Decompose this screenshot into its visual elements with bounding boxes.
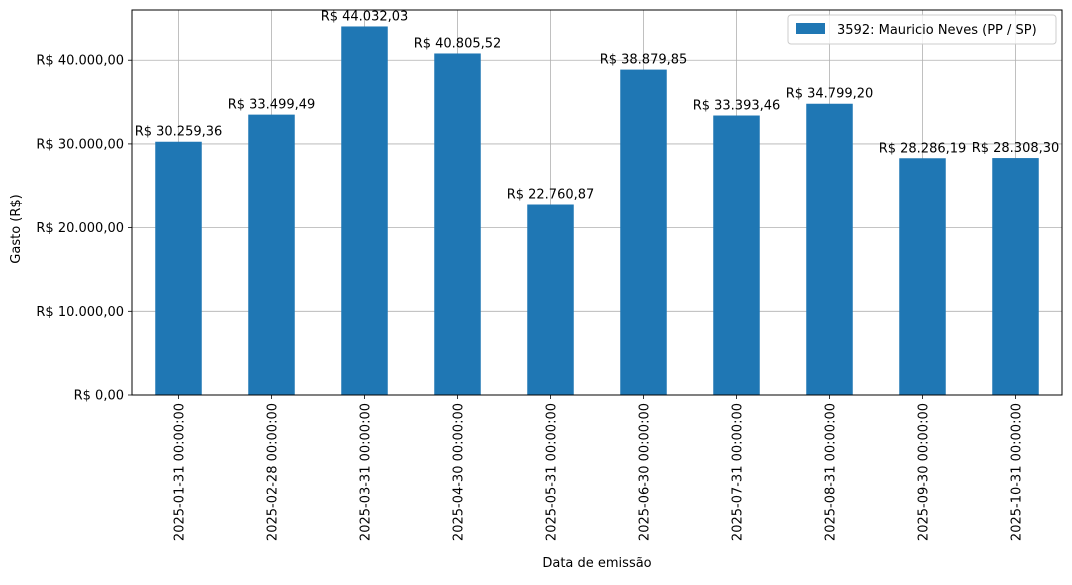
x-tick-label: 2025-07-31 00:00:00: [731, 403, 746, 541]
data-labels: R$ 30.259,36 R$ 33.499,49 R$ 44.032,03 R$ 4…: [135, 9, 1060, 202]
x-axis-ticks: 2025-01-31 00:00:00 2025-02-28 00:00:00 20…: [173, 395, 1025, 541]
y-axis-ticks: R$ 0,00 R$ 10.000,00 R$ 20.000,00 R$ 30.000…: [36, 54, 132, 404]
bar: [155, 141, 202, 395]
data-label: R$ 22.760,87: [507, 188, 595, 203]
data-label: R$ 30.259,36: [135, 125, 223, 140]
x-axis-label: Data de emissão: [542, 556, 651, 571]
data-label: R$ 28.286,19: [879, 141, 967, 156]
legend-label: 3592: Mauricio Neves (PP / SP): [837, 23, 1037, 38]
bar: [248, 114, 295, 395]
x-tick-label: 2025-01-31 00:00:00: [173, 403, 188, 541]
data-label: R$ 33.499,49: [228, 98, 316, 113]
y-axis-label: Gasto (R$): [9, 194, 24, 263]
x-tick-label: 2025-04-30 00:00:00: [452, 403, 467, 541]
x-tick-label: 2025-03-31 00:00:00: [359, 403, 374, 541]
data-label: R$ 38.879,85: [600, 53, 688, 68]
bar: [806, 103, 853, 396]
bars: [155, 26, 1039, 396]
x-tick-label: 2025-05-31 00:00:00: [545, 403, 560, 541]
bar: [992, 158, 1039, 395]
plot-frame: [131, 9, 1063, 396]
data-label: R$ 44.032,03: [321, 9, 409, 24]
x-tick-label: 2025-09-30 00:00:00: [917, 403, 932, 541]
data-label: R$ 40.805,52: [414, 36, 502, 51]
bar: [341, 26, 388, 395]
x-tick-label: 2025-10-31 00:00:00: [1010, 403, 1025, 541]
x-tick-label: 2025-08-31 00:00:00: [824, 403, 839, 541]
y-tick-label: R$ 10.000,00: [36, 305, 124, 320]
y-tick-label: R$ 0,00: [74, 389, 124, 404]
bar: [620, 69, 667, 395]
y-tick-label: R$ 30.000,00: [36, 137, 124, 152]
legend-swatch: [796, 23, 825, 34]
bar: [434, 53, 481, 396]
x-tick-label: 2025-02-28 00:00:00: [266, 403, 281, 541]
bar: [899, 158, 946, 395]
legend-frame: [787, 14, 1057, 45]
bar: [527, 204, 574, 395]
bar: [713, 115, 760, 395]
data-label: R$ 33.393,46: [693, 99, 781, 114]
y-tick-label: R$ 20.000,00: [36, 221, 124, 236]
y-tick-label: R$ 40.000,00: [36, 54, 124, 69]
data-label: R$ 28.308,30: [972, 141, 1060, 156]
data-label: R$ 34.799,20: [786, 87, 874, 102]
legend: 3592: Mauricio Neves (PP / SP): [787, 14, 1057, 45]
x-tick-label: 2025-06-30 00:00:00: [638, 403, 653, 541]
